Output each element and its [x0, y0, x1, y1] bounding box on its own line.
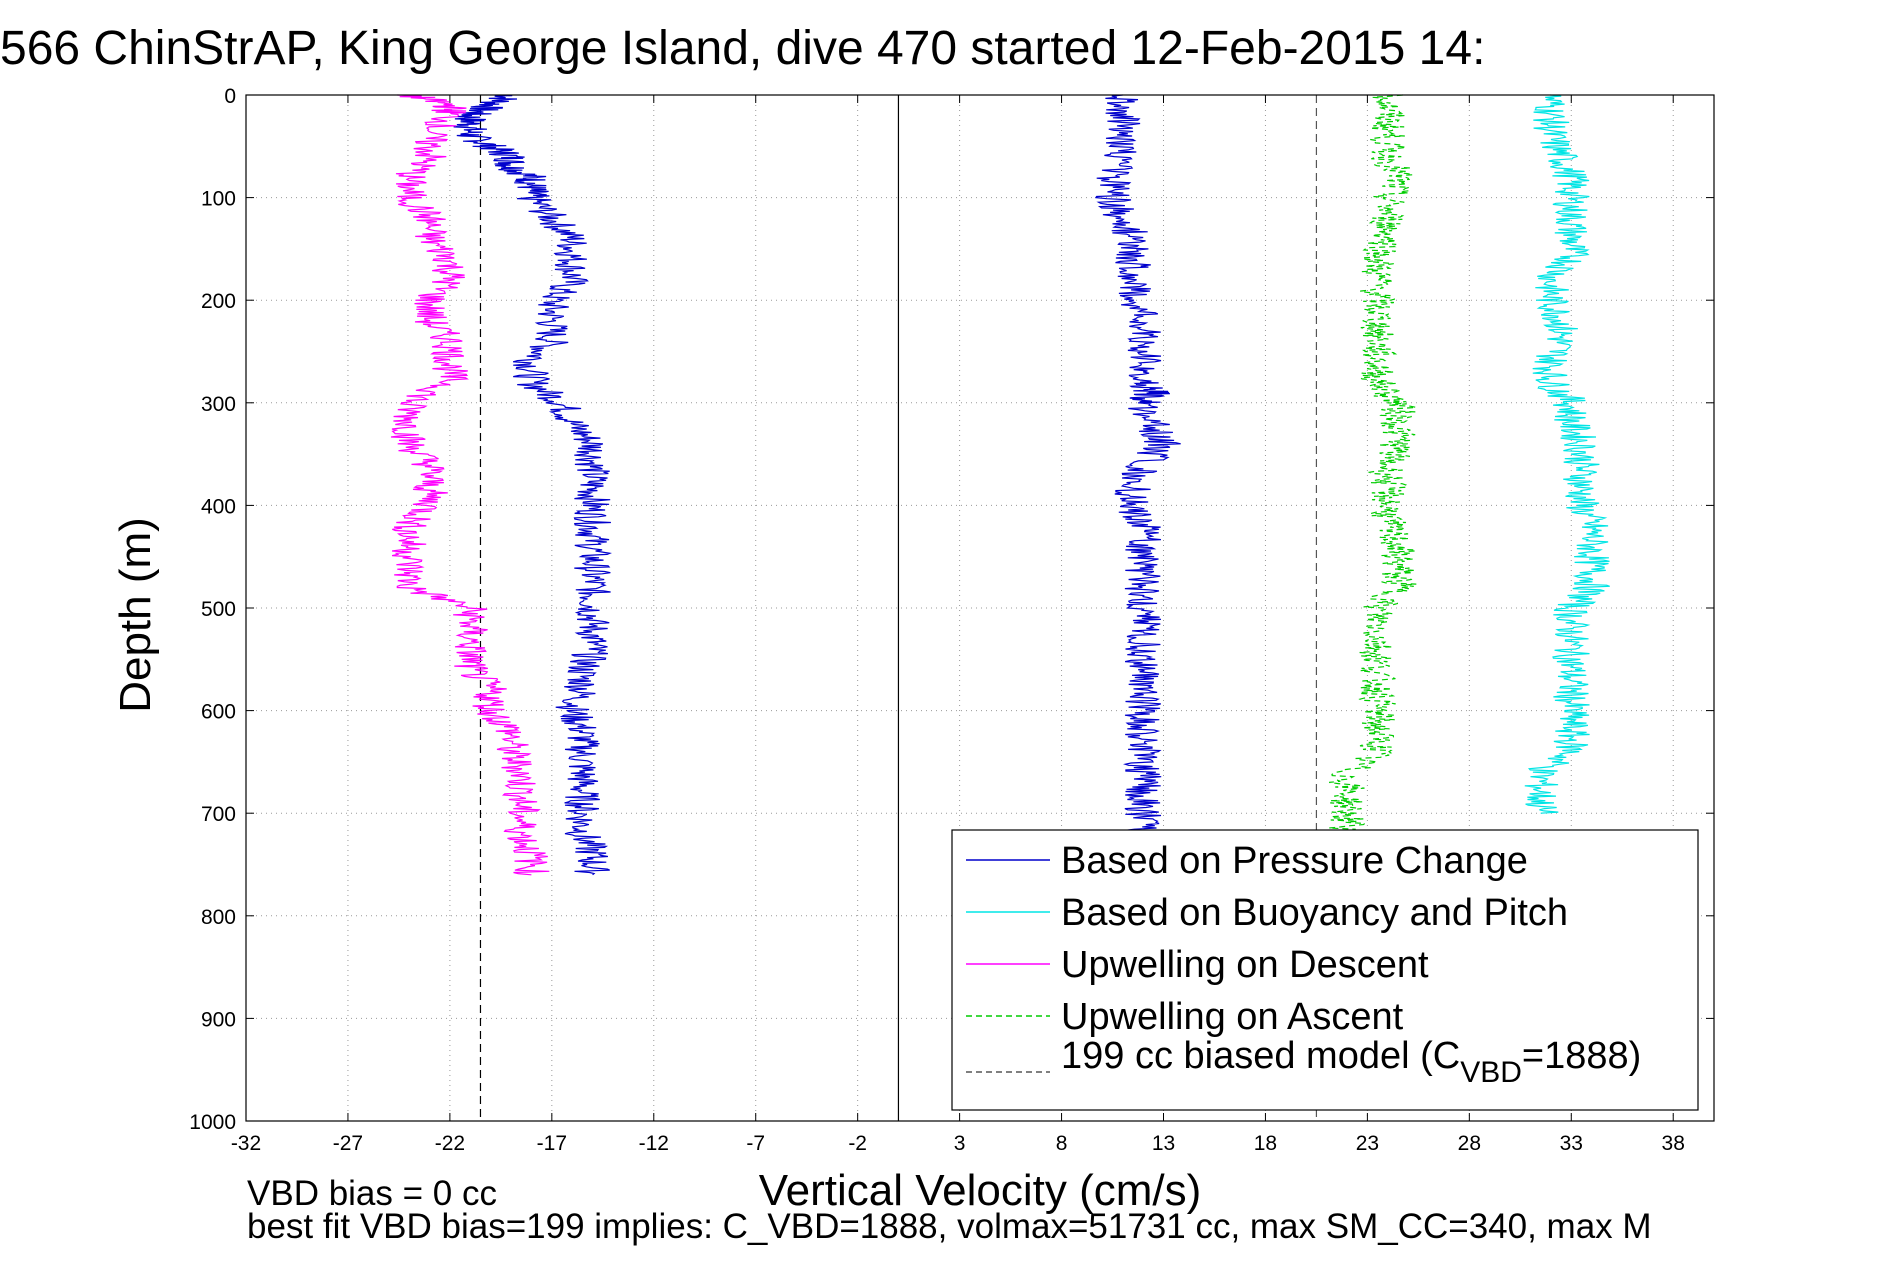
x-tick-label: -22 [435, 1132, 465, 1155]
x-tick-label: 38 [1662, 1132, 1685, 1155]
series-line-0-ascent [1094, 94, 1181, 876]
x-tick-labels: -32 -27 -22 -17 -12 -7 -2 3 8 13 18 23 28 33 38 [231, 95, 1685, 1155]
y-tick-label: 0 [224, 85, 236, 108]
vbd-bias-annotation: VBD bias = 0 cc [247, 1174, 497, 1213]
y-tick-label: 300 [201, 393, 236, 416]
legend-label-descent: Upwelling on Descent [1061, 944, 1429, 986]
best-fit-annotation: best fit VBD bias=199 implies: C_VBD=188… [247, 1207, 1652, 1246]
x-tick-label: 3 [954, 1132, 966, 1155]
x-tick-label: -32 [231, 1132, 261, 1155]
y-tick-labels: 0 100 200 300 400 500 600 700 800 900 1000 [189, 85, 1714, 1134]
chart-title: 566 ChinStrAP, King George Island, dive … [0, 22, 1485, 75]
series-line-0 [453, 94, 612, 876]
x-tick-label: -12 [639, 1132, 669, 1155]
y-tick-label: 1000 [189, 1111, 236, 1134]
x-tick-label: 8 [1056, 1132, 1068, 1155]
legend-label-ascent: Upwelling on Ascent [1061, 996, 1404, 1038]
y-tick-label: 600 [201, 701, 236, 724]
reference-lines [479, 95, 1318, 1121]
x-tick-label: 18 [1254, 1132, 1277, 1155]
series-line-1 [1524, 94, 1610, 814]
x-tick-label: 23 [1356, 1132, 1379, 1155]
x-tick-label: -7 [746, 1132, 765, 1155]
legend-label-buoyancy: Based on Buoyancy and Pitch [1061, 892, 1568, 934]
y-tick-label: 800 [201, 906, 236, 929]
y-tick-label: 900 [201, 1008, 236, 1031]
y-tick-label: 400 [201, 495, 236, 518]
legend-label-model: 199 cc biased model (CVBD=1888) [1061, 1035, 1641, 1089]
x-tick-label: -17 [537, 1132, 567, 1155]
y-tick-label: 200 [201, 290, 236, 313]
series-line-3 [1328, 94, 1417, 835]
legend-box [951, 829, 1699, 1111]
y-axis-label: Depth (m) [111, 517, 160, 713]
y-tick-label: 100 [201, 188, 236, 211]
legend: Based on Pressure Change Based on Buoyan… [951, 829, 1699, 1111]
y-tick-label: 500 [201, 598, 236, 621]
series-layer [390, 94, 1610, 876]
x-tick-label: 13 [1152, 1132, 1175, 1155]
x-tick-label: -27 [333, 1132, 363, 1155]
x-axis-label: Vertical Velocity (cm/s) [759, 1166, 1202, 1215]
x-tick-label: 33 [1560, 1132, 1583, 1155]
x-tick-label: 28 [1458, 1132, 1481, 1155]
y-tick-label: 700 [201, 803, 236, 826]
x-tick-label: -2 [848, 1132, 867, 1155]
legend-label-pressure: Based on Pressure Change [1061, 840, 1528, 882]
series-line-2 [390, 94, 550, 876]
